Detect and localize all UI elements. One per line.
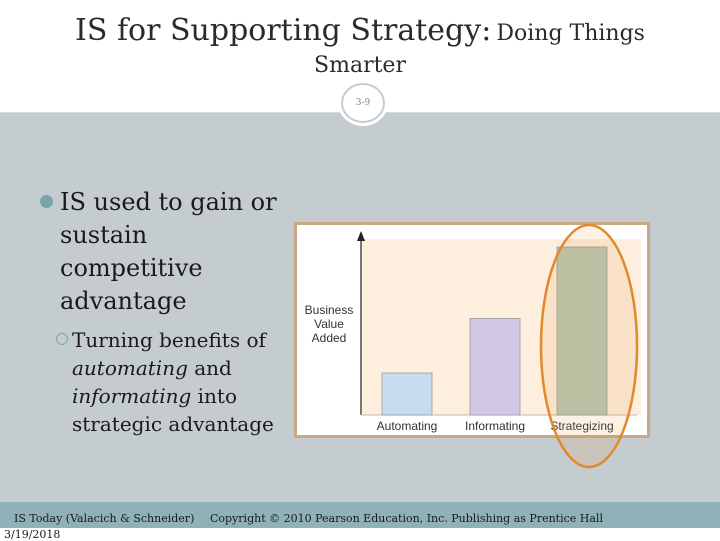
sub-text-2: and — [187, 356, 232, 380]
main-bullet-text: IS used to gain or sustain competitive a… — [60, 188, 277, 315]
y-label-line-3: Added — [312, 331, 347, 345]
value-chart: Business Value Added Automating Informati… — [305, 231, 641, 433]
title-main: IS for Supporting Strategy: — [75, 13, 492, 48]
x-label-informating: Informating — [465, 419, 525, 433]
bar-informating — [469, 318, 521, 416]
title-sub: Doing Things — [496, 21, 645, 46]
sub-text-3: into strategic advantage — [72, 384, 274, 436]
sub-text-automating: automating — [72, 356, 188, 380]
y-axis-arrow-icon — [357, 231, 365, 241]
bar-automating — [381, 372, 433, 416]
x-label-strategizing: Strategizing — [550, 419, 613, 433]
title-line-2: Smarter — [314, 53, 406, 78]
x-label-automating: Automating — [377, 419, 438, 433]
main-bullet: IS used to gain or sustain competitive a… — [40, 186, 290, 318]
footer-date: 3/19/2018 — [4, 528, 61, 541]
bullet-dot-icon — [40, 195, 53, 208]
sub-text-1: Turning benefits of — [72, 328, 266, 352]
footer-source: IS Today (Valacich & Schneider) — [14, 512, 195, 525]
page-number-badge: 3-9 — [341, 83, 385, 123]
footer-copyright: Copyright © 2010 Pearson Education, Inc.… — [210, 512, 603, 525]
footer-bar — [0, 502, 720, 528]
value-chart-figure: Business Value Added Automating Informati… — [294, 222, 650, 438]
y-label-line-2: Value — [314, 317, 344, 331]
y-label-line-1: Business — [305, 303, 354, 317]
slide-title: IS for Supporting Strategy: Doing Things… — [0, 14, 720, 80]
sub-bullet: Turning benefits of automating and infor… — [56, 326, 306, 438]
bar-strategizing — [556, 246, 608, 416]
sub-text-informating: informating — [72, 384, 192, 408]
sub-bullet-text: Turning benefits of automating and infor… — [72, 326, 306, 438]
bullet-ring-icon — [56, 333, 68, 345]
